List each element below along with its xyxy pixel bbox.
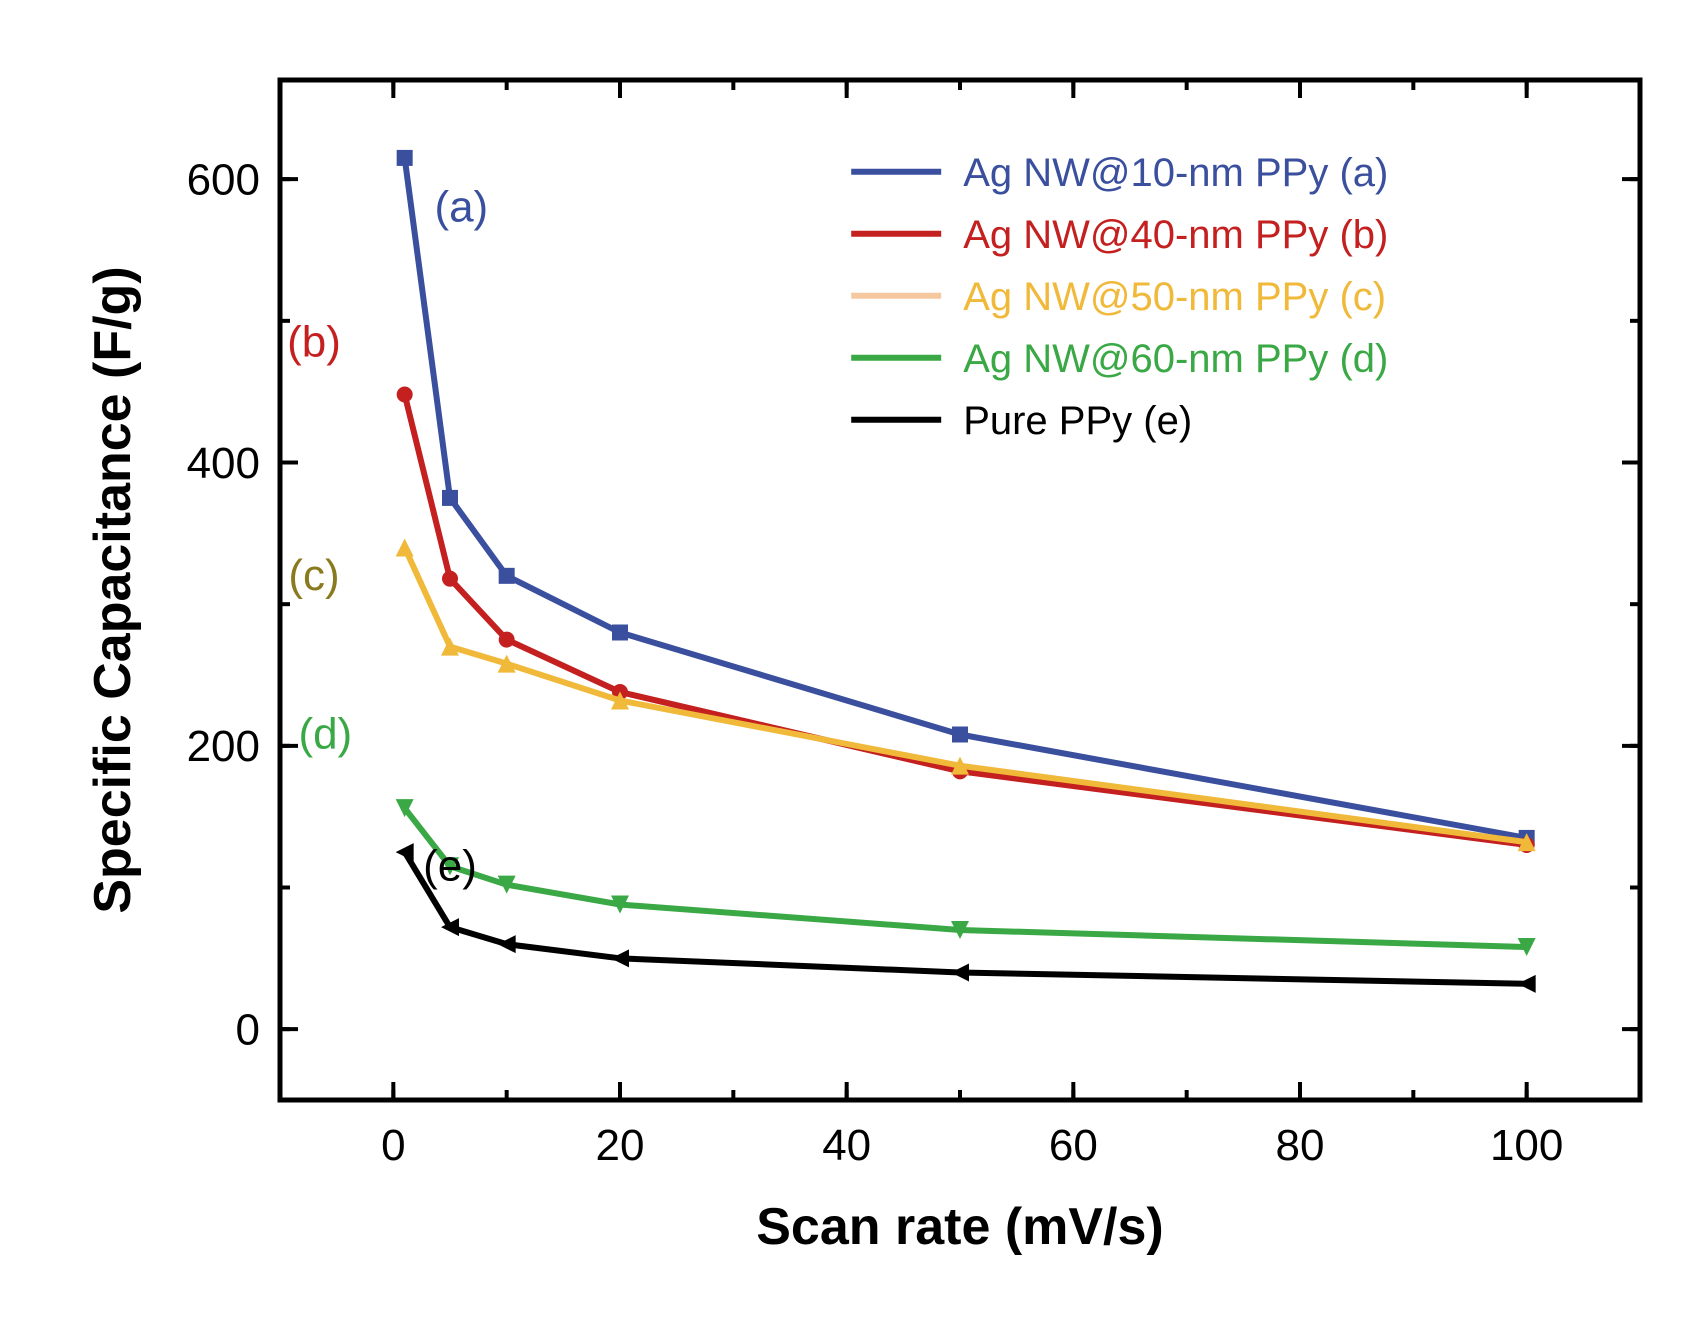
series-tag: (c) bbox=[288, 551, 339, 600]
marker-circle bbox=[499, 632, 515, 648]
y-tick-label: 600 bbox=[187, 156, 260, 205]
series-tag: (a) bbox=[434, 183, 488, 232]
marker-square bbox=[442, 490, 458, 506]
legend-label: Ag NW@60-nm PPy (d) bbox=[963, 337, 1388, 381]
x-tick-label: 40 bbox=[822, 1121, 871, 1170]
series-tag: (b) bbox=[287, 317, 341, 366]
series-tag: (e) bbox=[423, 841, 477, 890]
y-tick-label: 400 bbox=[187, 439, 260, 488]
y-axis-label: Specific Capacitance (F/g) bbox=[84, 266, 142, 913]
x-tick-label: 20 bbox=[596, 1121, 645, 1170]
legend-label: Ag NW@10-nm PPy (a) bbox=[963, 151, 1388, 195]
legend-label: Pure PPy (e) bbox=[963, 399, 1192, 443]
x-tick-label: 100 bbox=[1490, 1121, 1563, 1170]
marker-square bbox=[397, 150, 413, 166]
legend-label: Ag NW@40-nm PPy (b) bbox=[963, 213, 1388, 257]
marker-square bbox=[499, 568, 515, 584]
x-tick-label: 0 bbox=[381, 1121, 405, 1170]
marker-square bbox=[952, 727, 968, 743]
x-tick-label: 80 bbox=[1276, 1121, 1325, 1170]
chart-svg: 0 20 40 60 80 100 Scan rate (mV/s) 0 200 400 600 Sp… bbox=[0, 0, 1704, 1344]
x-tick-label: 60 bbox=[1049, 1121, 1098, 1170]
x-axis-label: Scan rate (mV/s) bbox=[756, 1198, 1164, 1256]
y-tick-label: 0 bbox=[236, 1006, 260, 1055]
chart-container: 0 20 40 60 80 100 Scan rate (mV/s) 0 200 400 600 Sp… bbox=[0, 0, 1704, 1344]
legend-label: Ag NW@50-nm PPy (c) bbox=[963, 275, 1386, 319]
series-tag: (d) bbox=[298, 710, 352, 759]
y-tick-label: 200 bbox=[187, 722, 260, 771]
marker-circle bbox=[442, 571, 458, 587]
marker-circle bbox=[397, 387, 413, 403]
marker-square bbox=[612, 625, 628, 641]
